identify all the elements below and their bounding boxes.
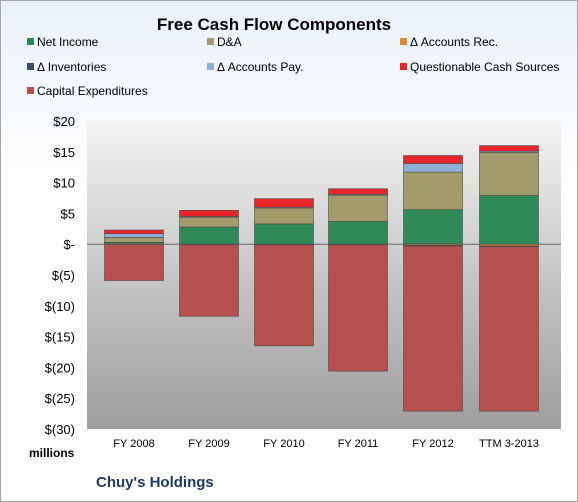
y-tick-label: $20 [53, 114, 75, 129]
bar-segment [403, 245, 463, 412]
x-tick-label: FY 2008 [113, 438, 154, 450]
y-tick-label: $(25) [45, 391, 75, 406]
bar-segment [254, 207, 314, 225]
legend: Net Income D&A Δ Accounts Rec. Δ Inventorie… [27, 35, 559, 98]
bar-segment [104, 237, 164, 243]
bars [87, 145, 561, 412]
legend-swatch [27, 38, 34, 45]
legend-swatch [27, 87, 34, 94]
y-tick-label: $(20) [45, 360, 75, 375]
bar-segment [403, 171, 463, 211]
legend-label: Δ Inventories [37, 60, 106, 74]
legend-label: Questionable Cash Sources [410, 60, 559, 74]
legend-label: Δ Accounts Pay. [217, 60, 304, 74]
bar-segment [254, 244, 314, 347]
bar-segment [104, 243, 164, 281]
y-tick-label: $15 [53, 145, 75, 160]
legend-swatch [207, 38, 214, 45]
bar-segment [328, 221, 388, 245]
y-tick-label: $10 [53, 176, 75, 191]
legend-label: Net Income [37, 35, 99, 49]
legend-swatch [400, 38, 407, 45]
bar-segment [328, 244, 388, 372]
y-tick-label: $(15) [45, 330, 75, 345]
legend-swatch [400, 63, 407, 70]
x-tick-label: FY 2012 [412, 438, 453, 450]
bar-segment [179, 244, 239, 317]
legend-label: Δ Accounts Rec. [410, 35, 498, 49]
y-tick-label: $(10) [45, 299, 75, 314]
y-tick-label: $(5) [52, 268, 75, 283]
bar-segment [254, 223, 314, 245]
x-axis: FY 2008 FY 2009 FY 2010 FY 2011 FY 2012 TTM 3… [113, 438, 539, 450]
bar-segment [403, 163, 463, 173]
y-tick-label: $- [63, 237, 75, 252]
legend-label: D&A [217, 35, 242, 49]
legend-swatch [207, 63, 214, 70]
bar-segment [179, 226, 239, 245]
bar-segment [179, 210, 239, 217]
y-axis: $20 $15 $10 $5 $- $(5) $(10) $(15) $(20) $(25) $(3… [45, 114, 75, 437]
x-tick-label: FY 2009 [188, 438, 229, 450]
units-label: millions [29, 446, 75, 460]
bar-segment [328, 188, 388, 195]
company-label: Chuy's Holdings [96, 474, 214, 491]
legend-label: Capital Expenditures [37, 84, 148, 98]
bar-segment [328, 194, 388, 222]
y-tick-label: $5 [61, 206, 75, 221]
x-tick-label: FY 2011 [338, 438, 379, 450]
bar-segment [104, 229, 164, 235]
bar-segment [254, 198, 314, 208]
bar-segment [403, 155, 463, 164]
x-tick-label: FY 2010 [263, 438, 304, 450]
chart-title: Free Cash Flow Components [157, 15, 391, 34]
x-tick-label: TTM 3-2013 [479, 438, 539, 450]
bar-segment [479, 152, 539, 196]
bar-segment [104, 233, 164, 238]
bar-segment [179, 216, 239, 228]
y-tick-label: $(30) [45, 422, 75, 437]
bar-segment [479, 246, 539, 412]
bar-segment [403, 209, 463, 245]
bar-segment [479, 145, 539, 152]
bar-segment [479, 195, 539, 245]
legend-swatch [27, 63, 34, 70]
